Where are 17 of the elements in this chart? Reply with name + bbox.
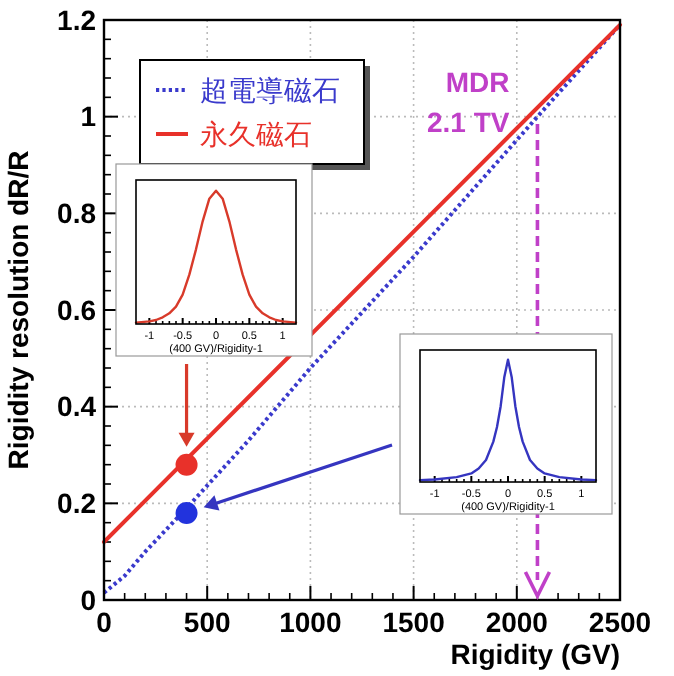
y-tick-label: 0.4: [57, 390, 97, 423]
y-tick-label: 1.2: [57, 3, 97, 36]
legend-label: 永久磁石: [200, 118, 312, 150]
x-tick-label: 2000: [485, 606, 549, 638]
x-axis-title: Rigidity (GV): [450, 638, 620, 670]
legend-label: 超電導磁石: [200, 74, 340, 106]
x-tick-label: 500: [183, 606, 231, 638]
y-tick-label: 0.6: [57, 293, 97, 326]
y-tick-label: 1: [80, 100, 97, 133]
ref-line-label: MDR 2.1 TV: [426, 66, 511, 138]
x-tick-label: 2500: [588, 606, 652, 638]
y-tick-label: 0: [80, 583, 97, 616]
y-axis-title: Rigidity resolution dR/R: [2, 150, 34, 470]
y-tick-label: 0.2: [57, 487, 97, 520]
x-tick-label: 1000: [279, 606, 342, 638]
y-tick-label: 0.8: [57, 197, 97, 230]
x-tick-label: 1500: [382, 606, 446, 638]
